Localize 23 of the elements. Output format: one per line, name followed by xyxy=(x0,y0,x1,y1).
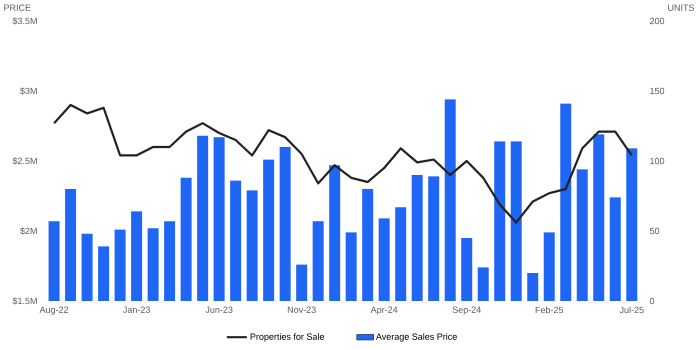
x-tick-label: Aug-22 xyxy=(40,306,68,315)
y-axis-title: PRICE xyxy=(4,4,31,11)
x-tick-label: Jan-23 xyxy=(122,306,150,313)
y2-tick-label: 0 xyxy=(650,298,654,304)
y2-tick-label: 200 xyxy=(650,18,664,24)
legend-label: Properties for Sale xyxy=(250,333,324,342)
x-tick-label: Feb-25 xyxy=(536,306,564,314)
x-tick-label: Jun-23 xyxy=(206,306,232,313)
y2-tick-label: 150 xyxy=(650,88,664,94)
x-tick-label: Jul-25 xyxy=(620,306,644,314)
legend-label: Average Sales Price xyxy=(376,333,457,342)
y-tick-label: $3.5M xyxy=(12,17,37,25)
y-tick-label: $2.5M xyxy=(12,157,37,165)
x-tick-label: Nov-23 xyxy=(288,306,316,313)
y-tick-label: $3M xyxy=(20,87,37,95)
y-tick-label: $1.5M xyxy=(12,297,37,305)
y2-tick-label: 50 xyxy=(650,228,660,234)
line-series xyxy=(52,104,633,224)
y-tick-label: $2M xyxy=(20,227,37,235)
y2-tick-label: 100 xyxy=(650,158,664,164)
x-tick-label: Sep-24 xyxy=(452,306,481,315)
x-tick-label: Apr-24 xyxy=(370,306,398,315)
y2-axis-title: UNITS xyxy=(668,4,694,11)
